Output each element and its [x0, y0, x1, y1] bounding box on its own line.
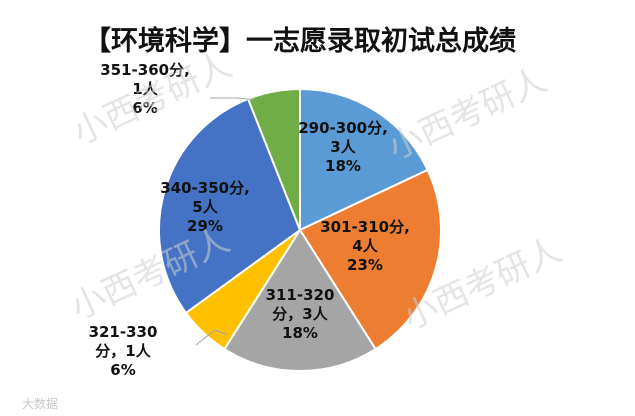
data-label: 290-300分, 3人 18%: [298, 119, 388, 175]
data-label: 351-360分, 1人 6%: [100, 61, 190, 117]
leader-line: [210, 97, 256, 101]
chart-title: 【环境科学】一志愿录取初试总成绩: [84, 25, 516, 57]
leader-line: [195, 329, 229, 346]
pie-slice-311-320分: [223, 228, 377, 372]
slice-labels: 290-300分, 3人 18% 301-310分, 4人 23% 311-320 分，3人 1…: [89, 61, 410, 379]
pie-slice-290-300分: [299, 87, 429, 232]
watermark-text: 小西考研人: [382, 60, 553, 168]
leader-lines: [195, 97, 256, 346]
data-label: 301-310分, 4人 23%: [320, 218, 410, 274]
pie-slices: [157, 87, 442, 372]
pie-slice-301-310分: [298, 168, 442, 351]
data-label: 340-350分, 5人 29%: [160, 179, 250, 235]
data-label: 311-320 分，3人 18%: [266, 286, 335, 342]
pie-slice-340-350分: [157, 97, 302, 315]
footer-mark: 大数据: [22, 396, 58, 411]
data-label: 321-330 分，1人 6%: [89, 323, 158, 379]
